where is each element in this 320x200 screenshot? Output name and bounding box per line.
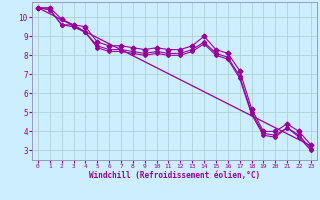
- X-axis label: Windchill (Refroidissement éolien,°C): Windchill (Refroidissement éolien,°C): [89, 171, 260, 180]
